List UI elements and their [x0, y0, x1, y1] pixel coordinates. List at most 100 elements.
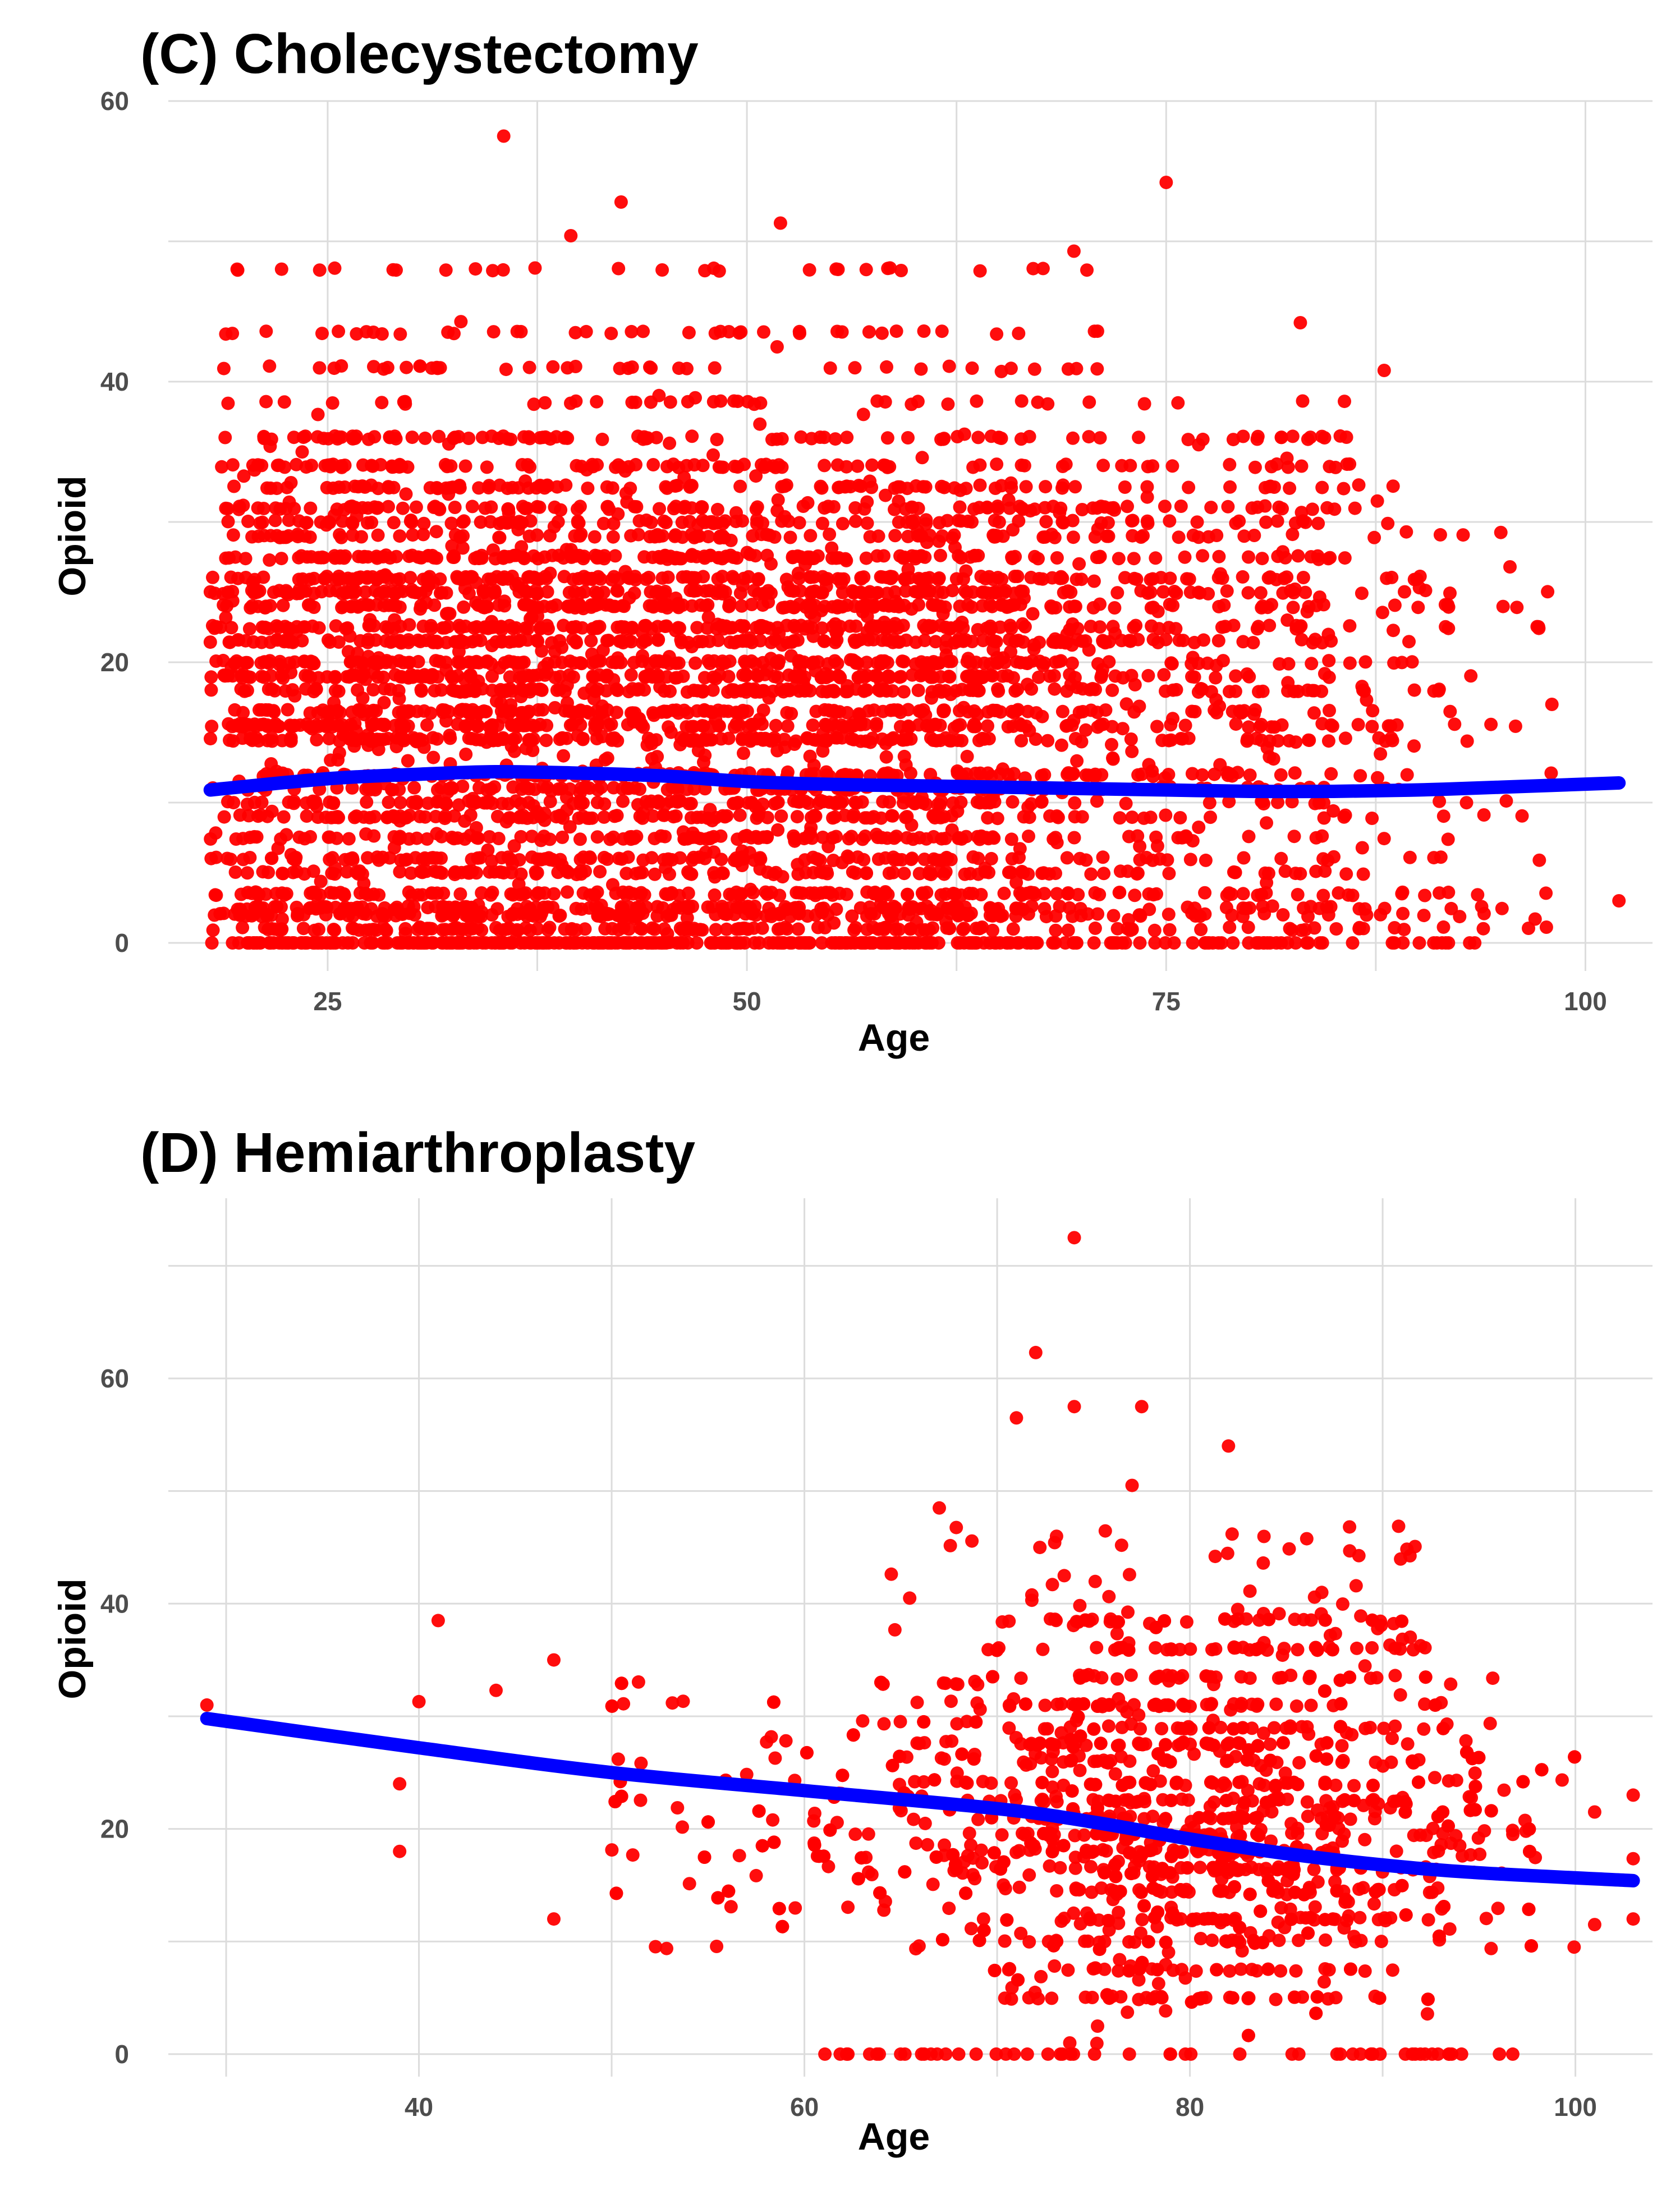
- data-point: [1068, 796, 1082, 810]
- data-point: [284, 476, 298, 489]
- data-point: [912, 867, 926, 881]
- data-point: [745, 729, 759, 743]
- data-point: [204, 732, 217, 746]
- data-point: [430, 732, 444, 746]
- data-point: [870, 549, 884, 563]
- data-point: [1082, 395, 1096, 409]
- data-point: [1180, 572, 1194, 586]
- data-point: [1151, 635, 1165, 649]
- data-point: [595, 432, 609, 446]
- data-point: [840, 430, 854, 445]
- data-point: [1297, 901, 1311, 915]
- data-point: [1323, 551, 1337, 565]
- data-point: [1377, 832, 1391, 846]
- data-point: [1004, 865, 1018, 879]
- data-point: [1532, 853, 1546, 867]
- data-point: [465, 500, 479, 514]
- data-point: [960, 670, 974, 684]
- data-point: [751, 831, 765, 845]
- data-point: [288, 689, 302, 703]
- data-point: [1124, 922, 1138, 936]
- data-point: [1053, 900, 1067, 913]
- data-point: [784, 649, 798, 663]
- data-point: [278, 460, 292, 474]
- data-point: [405, 583, 419, 597]
- data-point: [1321, 627, 1335, 642]
- data-point: [574, 864, 588, 878]
- data-point: [345, 781, 359, 795]
- data-point: [697, 549, 712, 563]
- data-point: [1398, 585, 1411, 599]
- data-point: [530, 528, 544, 542]
- data-point: [714, 732, 728, 746]
- data-point: [684, 796, 698, 810]
- data-point: [419, 923, 433, 937]
- data-point: [823, 361, 837, 375]
- data-point: [350, 865, 363, 879]
- data-point: [714, 829, 728, 843]
- data-point: [708, 870, 722, 884]
- data-point: [1039, 515, 1053, 529]
- data-point: [1065, 638, 1079, 652]
- data-point: [617, 936, 631, 950]
- data-point: [274, 262, 288, 276]
- data-point: [1288, 867, 1302, 881]
- data-point: [389, 740, 403, 754]
- data-point: [878, 395, 892, 409]
- data-point: [290, 625, 304, 639]
- data-point: [429, 809, 443, 823]
- data-point: [1036, 262, 1050, 276]
- data-point: [394, 723, 408, 737]
- data-point: [807, 570, 821, 584]
- data-point: [404, 866, 418, 880]
- data-point: [719, 922, 733, 936]
- data-point: [1131, 768, 1145, 782]
- data-point: [622, 885, 636, 899]
- data-point: [286, 865, 300, 879]
- data-point: [928, 808, 942, 822]
- data-point: [897, 867, 911, 881]
- data-point: [747, 397, 761, 411]
- data-point: [1477, 808, 1491, 822]
- data-point: [1019, 480, 1033, 494]
- data-point: [1255, 601, 1269, 615]
- data-point: [453, 887, 467, 901]
- data-point: [1397, 923, 1411, 937]
- data-point: [584, 634, 598, 648]
- data-point: [790, 810, 804, 824]
- data-point: [462, 865, 475, 878]
- data-point: [451, 831, 465, 845]
- data-point: [945, 584, 960, 598]
- data-point: [1015, 734, 1029, 748]
- data-point: [772, 458, 786, 472]
- data-point: [388, 598, 402, 612]
- data-point: [874, 897, 888, 911]
- data-point: [669, 624, 683, 638]
- data-point: [484, 782, 498, 796]
- data-point: [469, 262, 483, 276]
- data-point: [405, 548, 419, 562]
- data-point: [981, 719, 994, 733]
- data-point: [1133, 936, 1147, 950]
- data-point: [386, 263, 400, 277]
- data-point: [632, 514, 646, 528]
- data-point: [671, 795, 685, 809]
- data-point: [1298, 923, 1312, 937]
- data-point: [483, 865, 497, 879]
- data-point: [682, 326, 696, 340]
- data-point: [1351, 718, 1365, 732]
- data-point: [632, 906, 646, 920]
- data-point: [613, 361, 627, 375]
- data-point: [863, 474, 877, 488]
- data-point: [1456, 528, 1470, 542]
- data-point: [990, 327, 1004, 341]
- data-point: [323, 795, 337, 809]
- data-point: [939, 865, 953, 879]
- data-point: [1396, 885, 1410, 899]
- data-point: [430, 361, 444, 375]
- data-point: [1121, 500, 1134, 514]
- data-point: [635, 922, 649, 936]
- data-point: [1219, 901, 1233, 915]
- data-point: [1324, 900, 1338, 914]
- data-point: [1222, 795, 1236, 809]
